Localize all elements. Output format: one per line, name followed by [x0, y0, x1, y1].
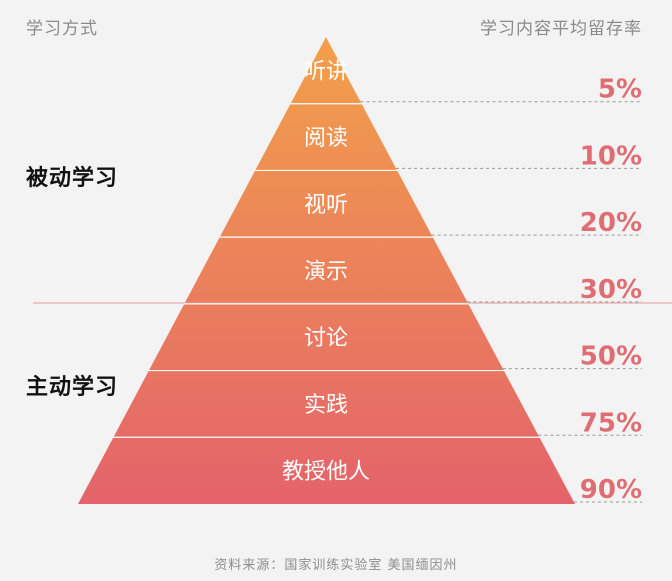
level-label: 演示: [304, 260, 348, 285]
active-learning-label: 主动学习: [26, 375, 119, 400]
retention-rate: 90%: [580, 475, 642, 505]
passive-learning-label: 被动学习: [26, 166, 119, 191]
retention-rate: 5%: [598, 75, 642, 105]
retention-rate: 20%: [580, 208, 642, 238]
retention-rate: 75%: [580, 408, 642, 438]
retention-rate: 10%: [580, 141, 642, 171]
source-note: 资料来源：国家训练实验室 美国缅因州: [214, 558, 458, 573]
retention-rate-header: 学习内容平均留存率: [480, 19, 642, 39]
retention-rate: 50%: [580, 342, 642, 372]
level-label: 听讲: [304, 59, 348, 84]
level-label: 实践: [304, 393, 348, 418]
pyramid-triangle: [78, 37, 575, 504]
level-label: 教授他人: [282, 460, 370, 485]
level-label: 阅读: [304, 126, 348, 151]
retention-rate: 30%: [580, 275, 642, 305]
level-label: 讨论: [304, 326, 348, 351]
level-label: 视听: [304, 193, 348, 218]
learning-method-header: 学习方式: [26, 19, 98, 39]
